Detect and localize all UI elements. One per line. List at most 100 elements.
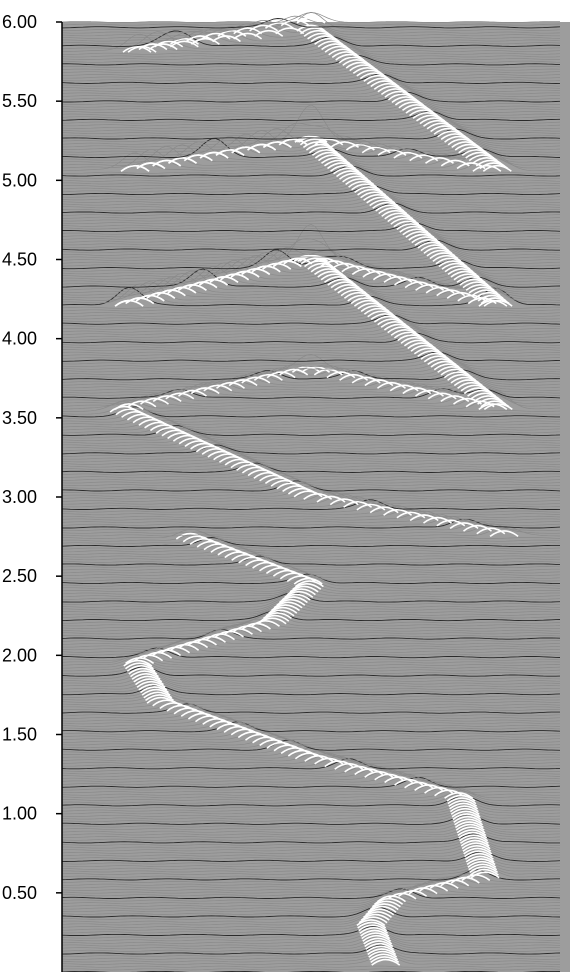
trace-line [61, 223, 560, 262]
ridge-highlight [393, 331, 423, 339]
ridge-highlight [377, 85, 407, 93]
ridge-highlight [475, 159, 505, 167]
trace-line [61, 485, 561, 497]
trace-line [61, 563, 561, 574]
ridge-highlight [366, 77, 396, 85]
ridge-highlight [339, 172, 368, 180]
ridge-highlight [275, 27, 305, 35]
trace-line [61, 566, 561, 577]
ridge-highlight [479, 162, 509, 170]
trace-line [61, 71, 561, 82]
ridge-highlight [387, 215, 417, 223]
trace-line [61, 581, 561, 592]
trace-line [61, 199, 561, 211]
ridge-highlight [195, 445, 225, 453]
trace-line [61, 628, 561, 640]
trace-line [61, 21, 561, 34]
ridge-highlight [185, 35, 215, 43]
ridge-highlight [409, 514, 439, 522]
trace-line [61, 316, 561, 328]
ridge-highlight [146, 696, 176, 704]
ridge-highlight [223, 725, 253, 733]
trace-line [61, 724, 561, 735]
trace-line [61, 338, 561, 349]
trace-line [61, 864, 561, 876]
trace-line [61, 108, 561, 119]
trace-line [62, 222, 561, 233]
trace-line [61, 236, 561, 248]
trace-line [62, 447, 561, 457]
trace-line [61, 57, 561, 68]
ridge-highlight [438, 260, 468, 268]
ridge-highlight [409, 154, 439, 162]
trace-line [61, 880, 561, 891]
trace-line [61, 217, 561, 227]
trace-line [61, 690, 561, 701]
y-tick-label: 0.50 [2, 883, 37, 903]
ridge-highlight [121, 411, 151, 418]
ridge-highlight [402, 104, 431, 111]
trace-line [61, 162, 561, 174]
ridge-highlight [126, 413, 156, 421]
trace-line [61, 642, 561, 653]
trace-line [61, 332, 561, 344]
ridge-highlight [190, 37, 220, 45]
ridge-highlight [448, 800, 478, 807]
ridge-highlight [458, 831, 488, 839]
ridge-highlight [377, 381, 406, 389]
ridge-highlight [245, 733, 274, 741]
ridge-highlight [368, 950, 398, 958]
trace-line [61, 698, 561, 709]
ridge-highlight [369, 953, 399, 961]
ridge-highlight [279, 368, 309, 376]
ridge-highlight [266, 371, 296, 379]
ridge-highlight [178, 437, 208, 445]
ridge-highlight [152, 395, 182, 403]
ridge-highlight [369, 903, 399, 911]
ridge-highlight [423, 355, 453, 363]
ridge-highlight [263, 612, 292, 620]
trace-line [62, 232, 561, 243]
trace-line [61, 833, 560, 844]
trace-line [62, 932, 561, 944]
ridge-highlight [459, 834, 489, 842]
trace-line [61, 869, 560, 881]
ridge-highlight [340, 289, 370, 297]
trace-line [62, 886, 561, 897]
ridge-highlight [270, 479, 300, 487]
ridge-highlight [350, 297, 380, 305]
ridge-highlight [360, 191, 390, 199]
ridge-highlight [432, 254, 462, 262]
trace-line [61, 705, 561, 717]
ridge-highlight [247, 143, 277, 151]
ridge-highlight [233, 32, 263, 40]
trace-line [61, 174, 561, 185]
trace-line [61, 938, 561, 950]
ridge-highlight [358, 924, 388, 932]
ridge-highlight [409, 109, 438, 117]
ridge-highlight [353, 299, 383, 307]
ridge-highlight [278, 596, 308, 604]
ridge-highlight [454, 143, 484, 151]
ridge-highlight [336, 170, 365, 178]
trace-line [61, 449, 561, 460]
trace-line [61, 553, 561, 563]
ridge-highlight [398, 101, 428, 109]
ridge-highlight [440, 133, 470, 141]
ridge-highlight [320, 273, 350, 281]
ridge-highlight [347, 294, 377, 302]
ridge-highlight [370, 313, 400, 321]
trace-line [61, 716, 561, 727]
trace-line [61, 782, 561, 794]
ridge-highlight [268, 606, 298, 614]
ridge-highlight [213, 453, 243, 461]
trace-line [61, 31, 560, 50]
trace-line [61, 537, 560, 548]
ridge-highlight [470, 871, 500, 879]
trace-line [62, 29, 561, 42]
trace-line [62, 613, 561, 624]
ridge-highlight [405, 106, 435, 114]
trace-line [61, 950, 561, 960]
ridge-highlight [394, 98, 424, 106]
trace-line [61, 262, 561, 283]
